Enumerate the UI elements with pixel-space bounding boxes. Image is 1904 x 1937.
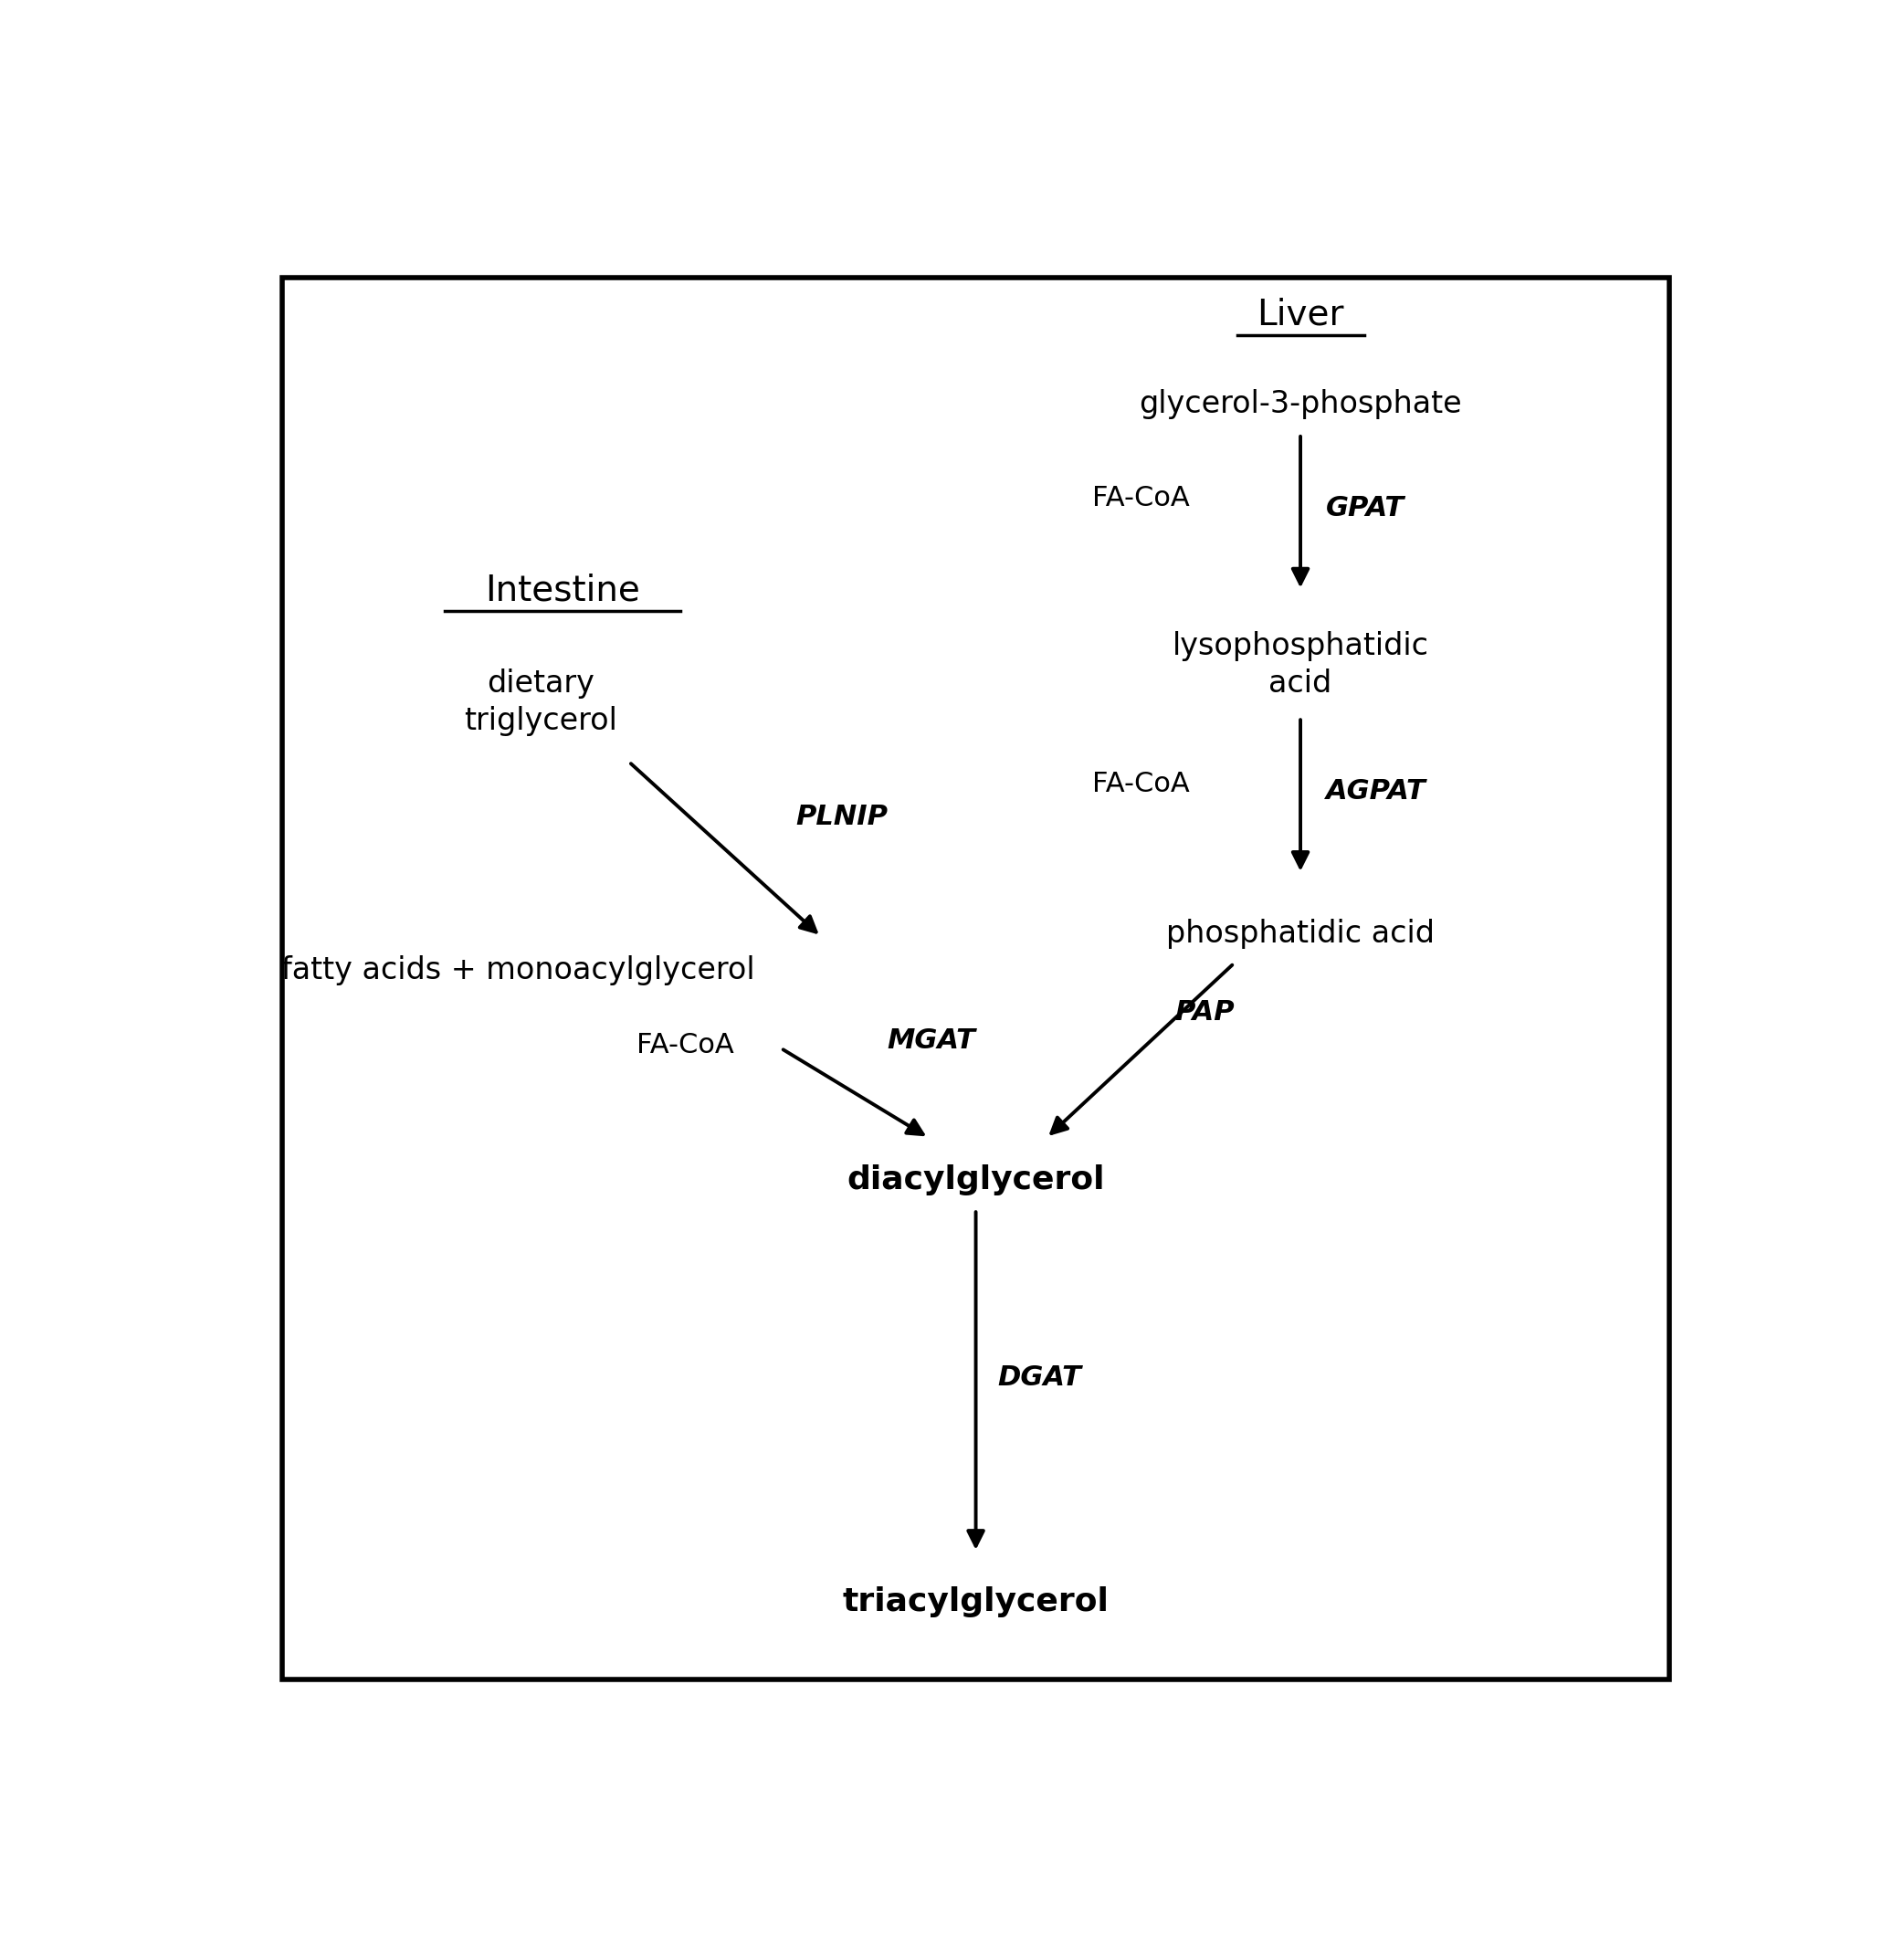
- Text: glycerol-3-phosphate: glycerol-3-phosphate: [1139, 389, 1462, 418]
- Text: lysophosphatidic
acid: lysophosphatidic acid: [1173, 631, 1428, 699]
- Text: Intestine: Intestine: [486, 573, 640, 608]
- Text: AGPAT: AGPAT: [1325, 779, 1426, 806]
- Text: FA-CoA: FA-CoA: [636, 1032, 733, 1058]
- Text: DGAT: DGAT: [998, 1366, 1081, 1391]
- Text: FA-CoA: FA-CoA: [1093, 771, 1190, 798]
- Text: PLNIP: PLNIP: [796, 804, 887, 831]
- Text: fatty acids + monoacylglycerol: fatty acids + monoacylglycerol: [282, 955, 756, 986]
- Text: MGAT: MGAT: [887, 1029, 975, 1054]
- Text: phosphatidic acid: phosphatidic acid: [1165, 918, 1436, 949]
- Text: dietary
triglycerol: dietary triglycerol: [465, 668, 617, 736]
- Text: GPAT: GPAT: [1325, 496, 1403, 521]
- Text: triacylglycerol: triacylglycerol: [843, 1586, 1108, 1617]
- Text: FA-CoA: FA-CoA: [1093, 484, 1190, 511]
- Text: diacylglycerol: diacylglycerol: [847, 1164, 1104, 1195]
- Text: Liver: Liver: [1257, 296, 1344, 331]
- Text: PAP: PAP: [1175, 999, 1236, 1027]
